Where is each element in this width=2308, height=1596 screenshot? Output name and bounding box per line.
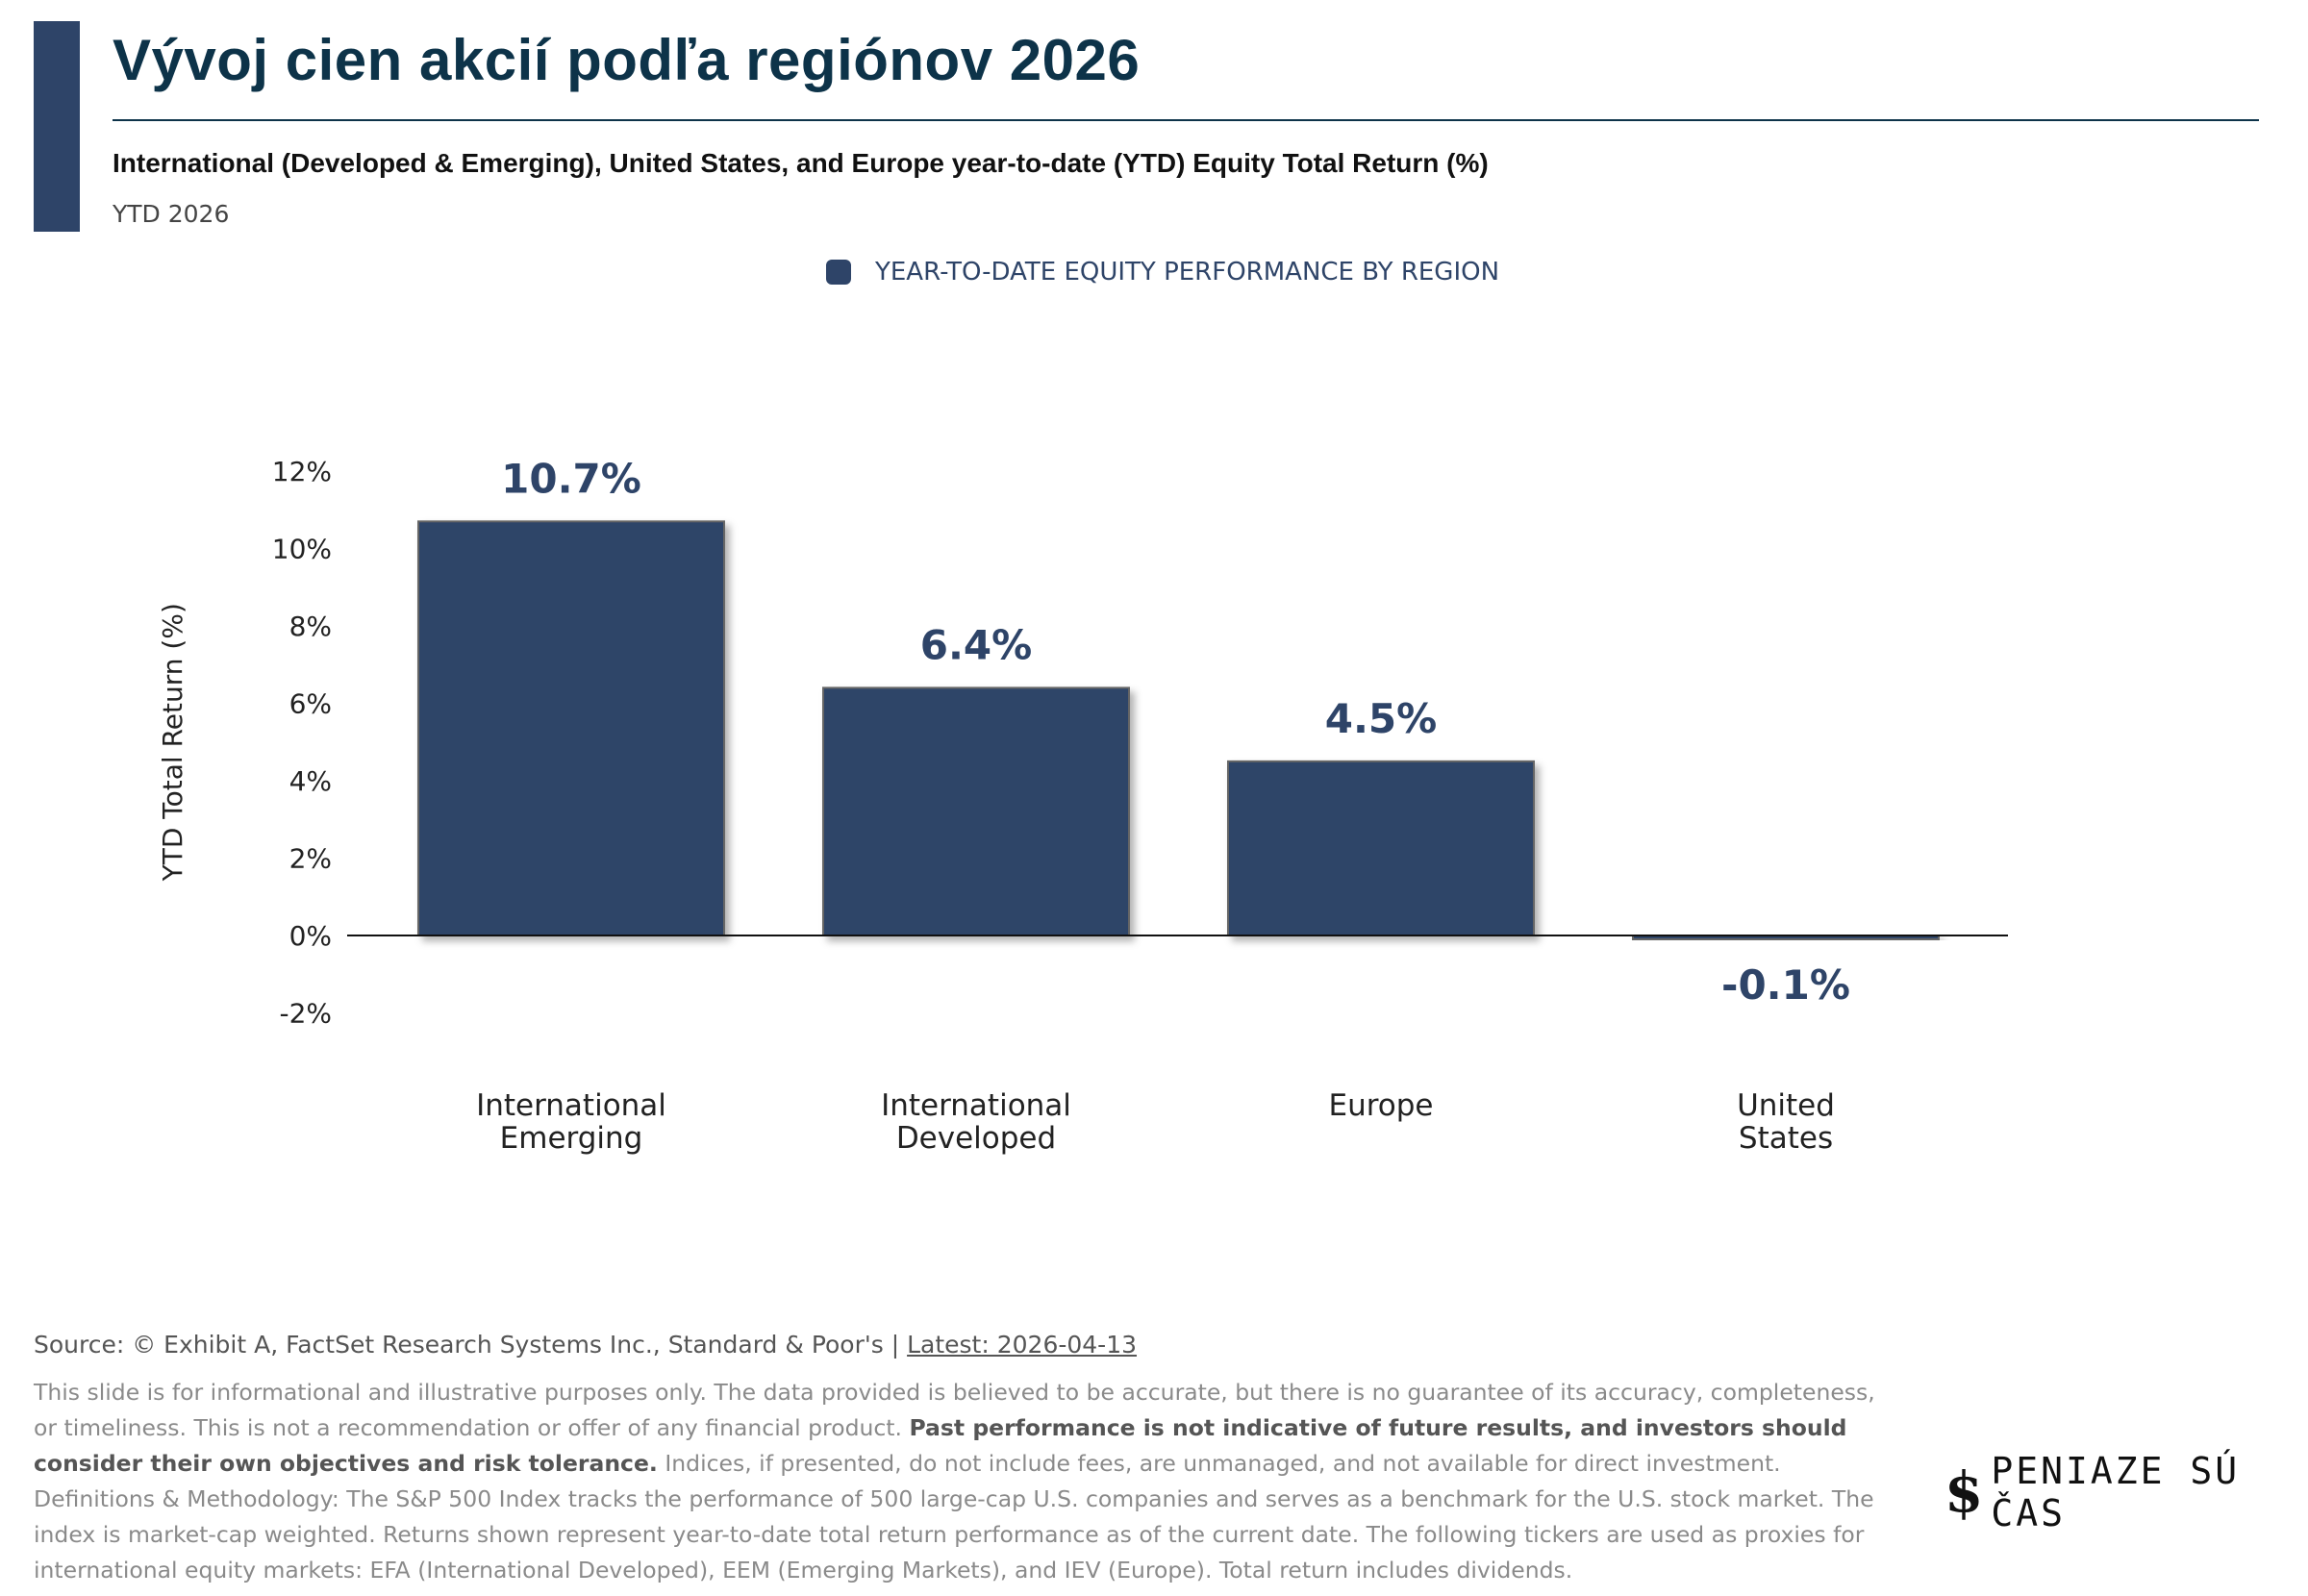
bar bbox=[417, 520, 725, 936]
y-tick-label: 4% bbox=[289, 765, 332, 797]
y-tick-label: 6% bbox=[289, 688, 332, 720]
x-tick-label: Developed bbox=[896, 1121, 1056, 1156]
x-tick-label: International bbox=[881, 1088, 1071, 1123]
data-label: 4.5% bbox=[1325, 695, 1437, 742]
dollar-hourglass-icon: $ bbox=[1944, 1459, 1984, 1525]
x-tick-label: Europe bbox=[1328, 1088, 1433, 1123]
disclaimer: This slide is for informational and illu… bbox=[34, 1375, 1880, 1588]
page-title: Vývoj cien akcií podľa regiónov 2026 bbox=[113, 28, 1141, 92]
legend-label: YEAR-TO-DATE EQUITY PERFORMANCE BY REGIO… bbox=[875, 258, 1500, 287]
source-text: Source: © Exhibit A, FactSet Research Sy… bbox=[34, 1331, 908, 1359]
period-label: YTD 2026 bbox=[113, 200, 230, 228]
latest-date-link[interactable]: Latest: 2026-04-13 bbox=[907, 1331, 1138, 1359]
bar bbox=[1227, 760, 1535, 936]
x-tick-label: International bbox=[476, 1088, 666, 1123]
accent-bar bbox=[34, 21, 80, 232]
x-tick-label: United bbox=[1737, 1088, 1835, 1123]
disclaimer-bold: Past performance is not indicative of fu… bbox=[34, 1414, 1847, 1477]
x-tick-label: Emerging bbox=[500, 1121, 643, 1156]
y-tick-label: 0% bbox=[289, 920, 332, 952]
y-tick-label: 8% bbox=[289, 611, 332, 642]
x-tick-label: States bbox=[1739, 1121, 1833, 1156]
disclaimer-text-1: This slide is for informational and illu… bbox=[34, 1379, 1875, 1441]
y-tick-label: 12% bbox=[272, 456, 332, 487]
y-tick-label: 10% bbox=[272, 534, 332, 565]
data-label: 6.4% bbox=[920, 621, 1032, 668]
chart-legend: YEAR-TO-DATE EQUITY PERFORMANCE BY REGIO… bbox=[826, 258, 1499, 287]
y-tick-label: -2% bbox=[279, 998, 332, 1030]
logo-text: PENIAZE SÚ ČAS bbox=[1991, 1450, 2241, 1534]
y-tick-label: 2% bbox=[289, 843, 332, 875]
brand-logo: $ PENIAZE SÚ ČAS bbox=[1944, 1450, 2308, 1534]
data-label: -0.1% bbox=[1721, 961, 1850, 1009]
data-label: 10.7% bbox=[501, 455, 641, 502]
disclaimer-text-2: Indices, if presented, do not include fe… bbox=[34, 1450, 1874, 1584]
source-note: Source: © Exhibit A, FactSet Research Sy… bbox=[34, 1331, 1137, 1359]
chart-subtitle: International (Developed & Emerging), Un… bbox=[113, 148, 1489, 178]
title-divider bbox=[113, 119, 2259, 121]
legend-swatch bbox=[826, 260, 851, 285]
bar bbox=[822, 686, 1130, 937]
y-axis-label: YTD Total Return (%) bbox=[157, 603, 188, 882]
